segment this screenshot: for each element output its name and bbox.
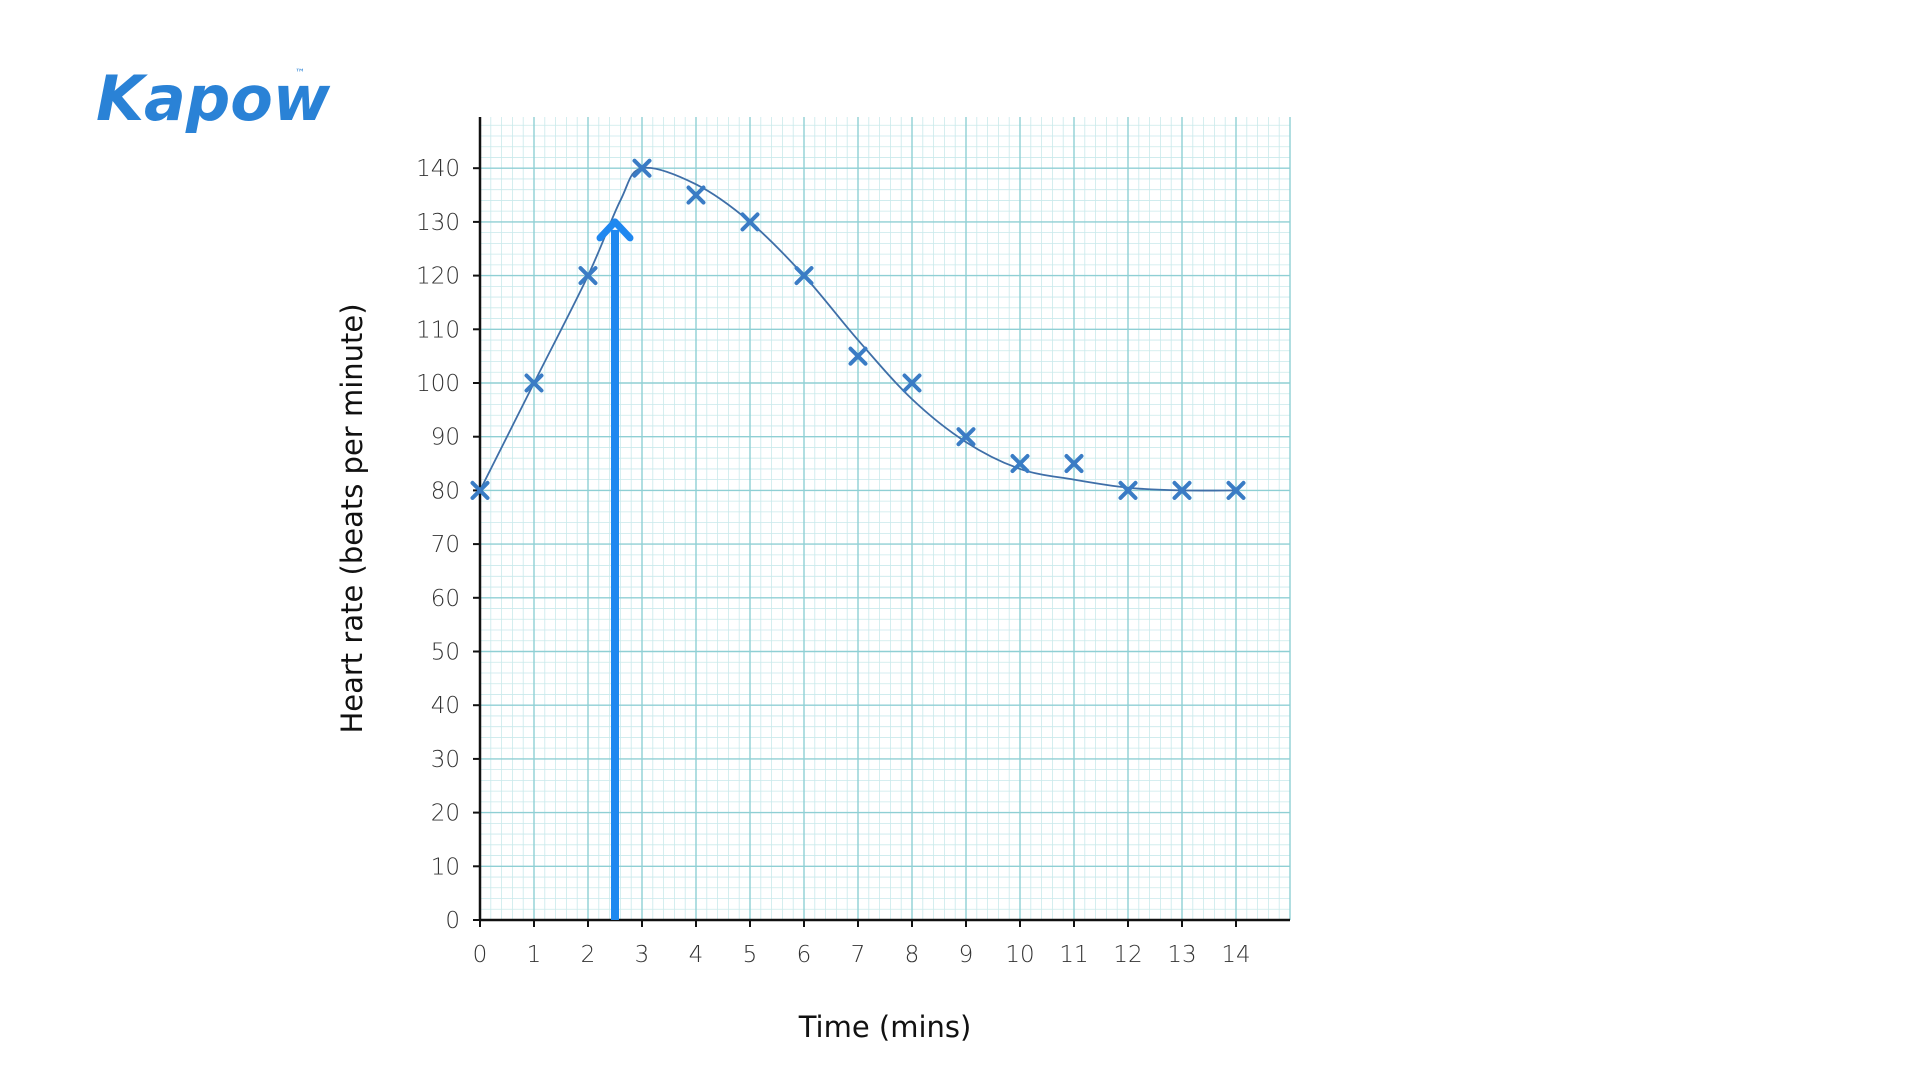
x-axis-ticks: 0 1 2 3 4 5 6 7 8 9 10 11 12 13 14 xyxy=(473,920,1251,968)
data-point-marker xyxy=(632,158,652,178)
data-point-marker xyxy=(1118,480,1138,500)
y-tick-label: 0 xyxy=(445,908,460,934)
x-tick-label: 5 xyxy=(743,942,758,968)
y-tick-label: 80 xyxy=(431,478,460,504)
y-tick-label: 120 xyxy=(416,264,460,290)
y-tick-label: 50 xyxy=(431,640,460,666)
data-points-layer xyxy=(470,158,1246,500)
data-point-marker xyxy=(470,480,490,500)
y-tick-label: 30 xyxy=(431,747,460,773)
y-axis-title: Heart rate (beats per minute) xyxy=(335,303,369,733)
x-tick-label: 3 xyxy=(635,942,650,968)
x-tick-label: 2 xyxy=(581,942,596,968)
data-point-marker xyxy=(1226,480,1246,500)
x-tick-label: 11 xyxy=(1059,942,1088,968)
data-point-stroke xyxy=(578,266,598,286)
kapow-trademark: ™ xyxy=(295,68,305,79)
data-point-marker xyxy=(524,373,544,393)
arrow-head xyxy=(596,218,634,242)
kapow-logo-text: Kapow xyxy=(96,62,331,135)
data-point-marker xyxy=(740,212,760,232)
data-point-stroke xyxy=(632,158,652,178)
x-tick-label: 7 xyxy=(851,942,866,968)
x-tick-label: 10 xyxy=(1005,942,1034,968)
x-axis-title: Time (mins) xyxy=(798,1010,972,1044)
data-point-stroke xyxy=(956,427,976,447)
data-point-marker xyxy=(686,185,706,205)
data-point-stroke xyxy=(740,212,760,232)
y-tick-label: 70 xyxy=(431,532,460,558)
data-point-marker xyxy=(578,266,598,286)
x-tick-label: 9 xyxy=(959,942,974,968)
data-point-stroke xyxy=(1064,454,1084,474)
x-tick-label: 14 xyxy=(1221,942,1250,968)
annotation-arrow-layer xyxy=(596,218,634,920)
data-point-stroke xyxy=(1118,480,1138,500)
data-point-stroke xyxy=(794,266,814,286)
data-point-stroke xyxy=(470,480,490,500)
data-point-stroke xyxy=(524,373,544,393)
data-point-marker xyxy=(1172,480,1192,500)
data-point-stroke xyxy=(1226,480,1246,500)
data-point-marker xyxy=(956,427,976,447)
x-tick-label: 4 xyxy=(689,942,704,968)
data-point-stroke xyxy=(1172,480,1192,500)
y-tick-label: 60 xyxy=(431,586,460,612)
x-tick-label: 13 xyxy=(1167,942,1196,968)
data-point-marker xyxy=(794,266,814,286)
kapow-logo-mark: Kapow ™ xyxy=(96,62,331,135)
y-tick-label: 90 xyxy=(431,425,460,451)
y-tick-label: 110 xyxy=(416,317,460,343)
data-point-stroke xyxy=(902,373,922,393)
x-tick-label: 1 xyxy=(527,942,542,968)
y-axis-ticks: 0 10 20 30 40 50 60 70 80 90 100 110 120 130 140 xyxy=(416,156,480,934)
kapow-logo: Kapow ™ xyxy=(92,42,332,162)
data-point-marker xyxy=(902,373,922,393)
x-tick-label: 12 xyxy=(1113,942,1142,968)
y-tick-label: 10 xyxy=(431,854,460,880)
data-point-marker xyxy=(1064,454,1084,474)
data-point-marker xyxy=(1010,454,1030,474)
data-point-stroke xyxy=(848,346,868,366)
y-tick-label: 40 xyxy=(431,693,460,719)
y-tick-label: 140 xyxy=(416,156,460,182)
x-tick-label: 0 xyxy=(473,942,488,968)
y-tick-label: 20 xyxy=(431,801,460,827)
x-tick-label: 6 xyxy=(797,942,812,968)
y-tick-label: 130 xyxy=(416,210,460,236)
data-point-stroke xyxy=(1010,454,1030,474)
x-tick-label: 8 xyxy=(905,942,920,968)
y-tick-label: 100 xyxy=(416,371,460,397)
data-point-marker xyxy=(848,346,868,366)
data-point-stroke xyxy=(686,185,706,205)
